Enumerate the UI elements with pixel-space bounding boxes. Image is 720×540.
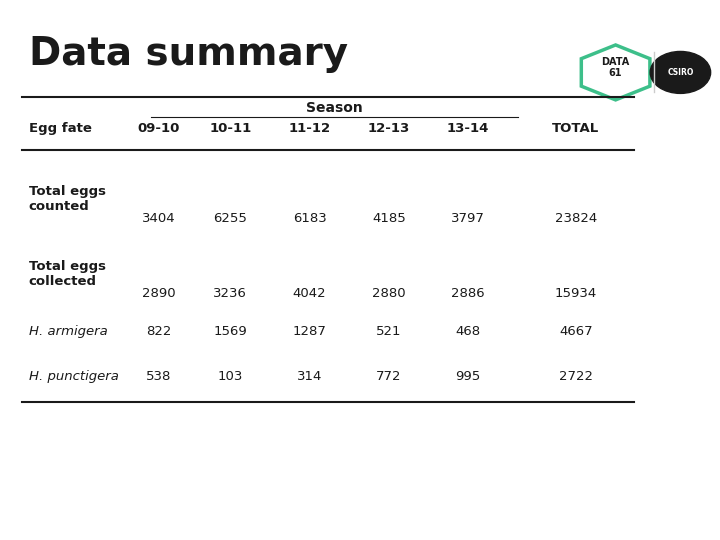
Text: 10-11: 10-11 [210, 122, 251, 135]
Text: 468: 468 [456, 325, 480, 338]
Text: 995: 995 [455, 370, 481, 383]
Text: 2880: 2880 [372, 287, 405, 300]
Text: 521: 521 [376, 325, 402, 338]
Text: 09-10: 09-10 [138, 122, 179, 135]
Text: 2890: 2890 [142, 287, 175, 300]
Text: 772: 772 [376, 370, 402, 383]
Text: 5  |  Estimating relative species abundance  |  Melissa Dobbie: 5 | Estimating relative species abundanc… [14, 515, 357, 525]
Text: 4185: 4185 [372, 212, 405, 225]
Text: 4667: 4667 [559, 325, 593, 338]
Text: Egg fate: Egg fate [29, 122, 91, 135]
Text: 11-12: 11-12 [289, 122, 330, 135]
Circle shape [650, 51, 711, 93]
Text: 2886: 2886 [451, 287, 485, 300]
Text: 1569: 1569 [214, 325, 247, 338]
Text: 4042: 4042 [293, 287, 326, 300]
Text: 13-14: 13-14 [447, 122, 489, 135]
Text: H. punctigera: H. punctigera [29, 370, 119, 383]
Text: CSIRO: CSIRO [667, 68, 693, 77]
Text: 15934: 15934 [555, 287, 597, 300]
Text: 103: 103 [217, 370, 243, 383]
Text: H. armigera: H. armigera [29, 325, 107, 338]
Text: 3797: 3797 [451, 212, 485, 225]
Text: 1287: 1287 [292, 325, 327, 338]
Text: Data summary: Data summary [29, 35, 348, 73]
Text: Season: Season [307, 101, 363, 115]
Text: Total eggs
counted: Total eggs counted [29, 185, 106, 213]
Text: 23824: 23824 [555, 212, 597, 225]
Text: 6255: 6255 [213, 212, 248, 225]
Text: 822: 822 [145, 325, 171, 338]
Text: 6183: 6183 [293, 212, 326, 225]
Text: 3236: 3236 [213, 287, 248, 300]
Text: 314: 314 [297, 370, 323, 383]
Text: Total eggs
collected: Total eggs collected [29, 260, 106, 288]
Text: DATA
61: DATA 61 [601, 57, 630, 78]
Text: 538: 538 [145, 370, 171, 383]
Text: 2722: 2722 [559, 370, 593, 383]
Text: 12-13: 12-13 [368, 122, 410, 135]
Text: 3404: 3404 [142, 212, 175, 225]
Text: TOTAL: TOTAL [552, 122, 600, 135]
